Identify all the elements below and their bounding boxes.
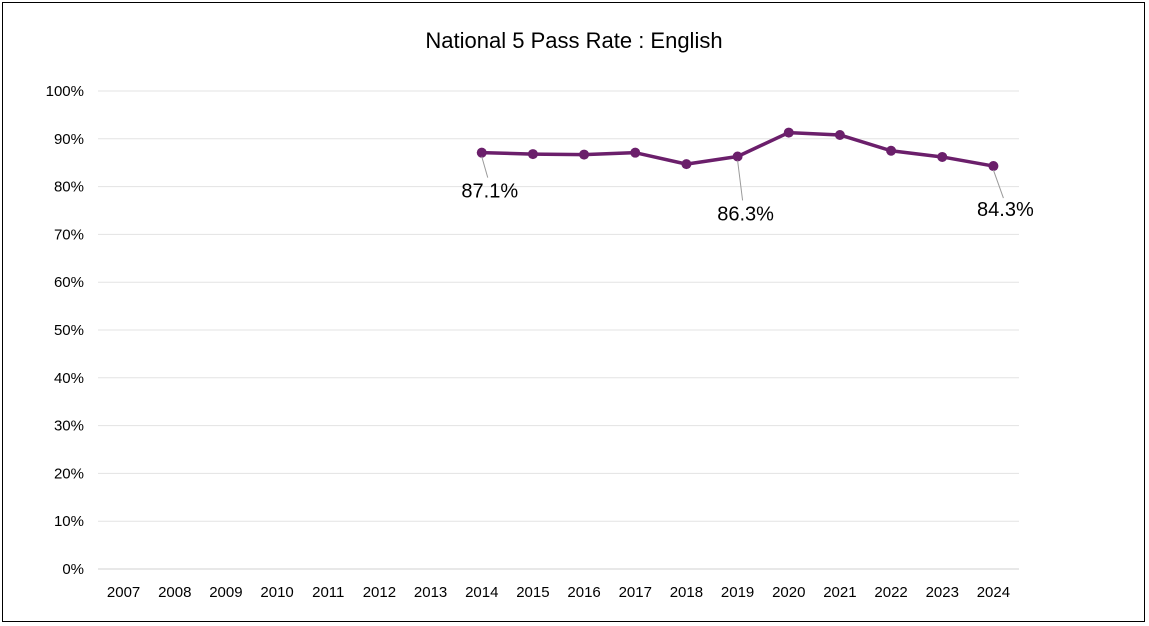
y-tick-label: 50% — [54, 322, 84, 339]
y-tick-label: 70% — [54, 226, 84, 243]
data-point — [630, 147, 641, 158]
x-tick-label: 2010 — [260, 584, 293, 601]
y-tick-label: 100% — [46, 83, 84, 100]
data-point — [886, 145, 897, 156]
data-point — [527, 149, 538, 160]
data-labels: 87.1% 86.3% 84.3% — [461, 156, 1034, 225]
y-tick-label: 60% — [54, 274, 84, 291]
x-tick-label: 2014 — [465, 584, 498, 601]
data-point — [476, 147, 487, 158]
x-tick-label: 2018 — [670, 584, 703, 601]
y-tick-label: 40% — [54, 370, 84, 387]
x-tick-label: 2016 — [567, 584, 600, 601]
data-point — [579, 149, 590, 160]
x-tick-label: 2022 — [874, 584, 907, 601]
x-axis-ticks: 2007 2008 2009 2010 2011 2012 2013 2014 2015 2016… — [107, 584, 1010, 601]
y-tick-label: 80% — [54, 179, 84, 196]
data-label: 86.3% — [717, 203, 774, 225]
x-tick-label: 2020 — [772, 584, 805, 601]
x-tick-label: 2008 — [158, 584, 191, 601]
line-chart: National 5 Pass Rate : English 100% 90% 80… — [46, 28, 1034, 601]
data-label-leader — [481, 156, 489, 178]
data-label: 87.1% — [461, 181, 518, 203]
data-point — [988, 161, 999, 172]
data-label: 84.3% — [977, 199, 1034, 221]
data-point — [937, 151, 948, 162]
y-tick-label: 0% — [62, 561, 84, 578]
data-label-leader — [992, 169, 1004, 199]
gridlines — [98, 90, 1019, 570]
y-tick-label: 20% — [54, 465, 84, 482]
y-tick-label: 90% — [54, 131, 84, 148]
x-tick-label: 2019 — [721, 584, 754, 601]
data-point — [783, 127, 794, 138]
x-tick-label: 2017 — [619, 584, 652, 601]
x-tick-label: 2009 — [209, 584, 242, 601]
data-point — [834, 129, 845, 140]
x-tick-label: 2024 — [977, 584, 1010, 601]
data-point — [681, 159, 692, 170]
x-tick-label: 2007 — [107, 584, 140, 601]
x-tick-label: 2011 — [312, 584, 344, 601]
x-tick-label: 2012 — [363, 584, 396, 601]
y-tick-label: 30% — [54, 418, 84, 435]
x-tick-label: 2013 — [414, 584, 447, 601]
x-tick-label: 2015 — [516, 584, 549, 601]
data-point — [732, 151, 743, 162]
x-tick-label: 2021 — [823, 584, 856, 601]
series — [476, 127, 999, 172]
y-axis-ticks: 100% 90% 80% 70% 60% 50% 40% 30% 20% 10% 0% — [46, 83, 84, 578]
y-tick-label: 10% — [54, 513, 84, 530]
chart-title: National 5 Pass Rate : English — [425, 28, 722, 53]
data-label-leader — [737, 160, 744, 201]
x-tick-label: 2023 — [926, 584, 959, 601]
